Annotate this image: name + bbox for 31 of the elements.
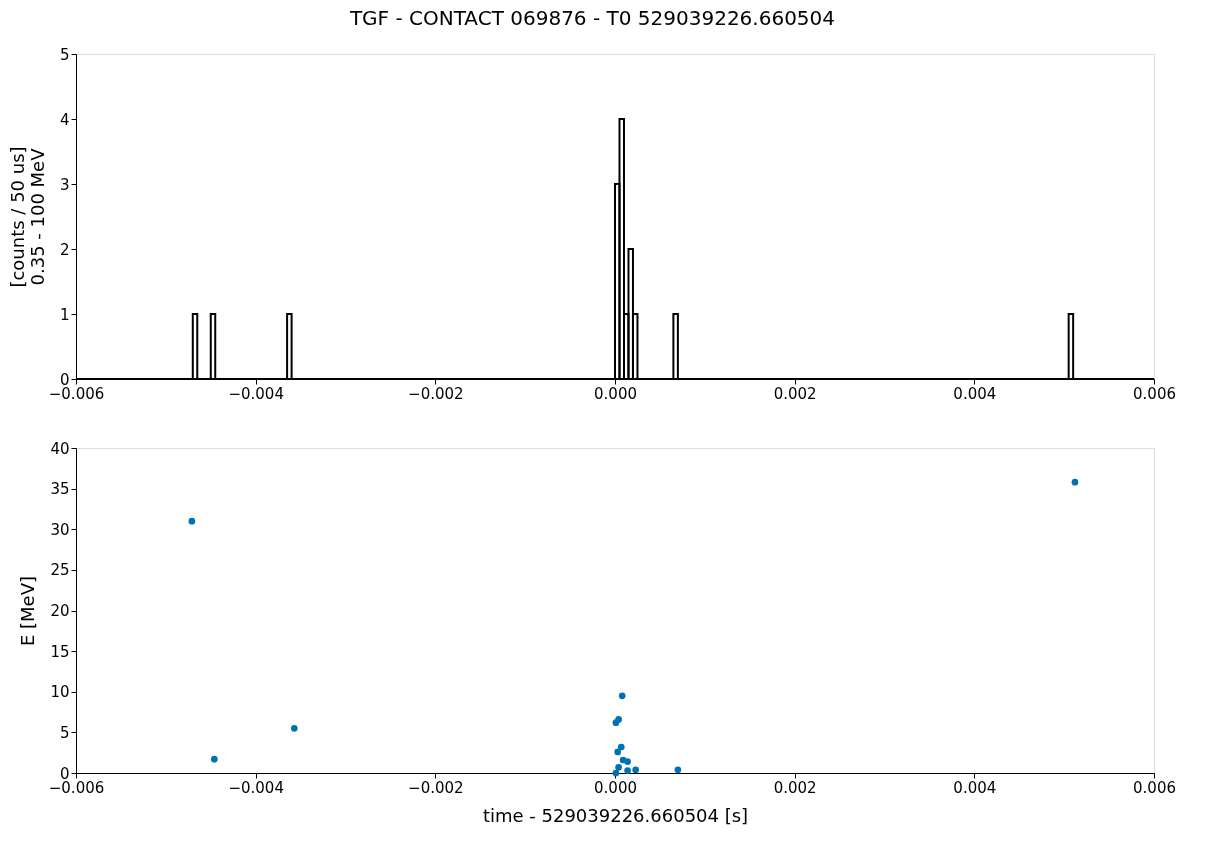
y-tick-label: 4 (59, 110, 70, 129)
x-tick-label: −0.004 (228, 384, 284, 403)
x-axis-title: time - 529039226.660504 [s] (482, 804, 749, 826)
x-tick-label: 0.000 (594, 384, 637, 403)
y-tick-label: 35 (50, 480, 70, 499)
chart-title: TGF - CONTACT 069876 - T0 529039226.660504 (348, 5, 836, 30)
y-axis-title: [counts / 50 us] 0.35 - 100 MeV (6, 146, 48, 288)
y-tick-label: 2 (59, 240, 70, 259)
x-tick-label: 0.006 (1133, 778, 1176, 797)
y-tick-label: 25 (50, 561, 70, 580)
x-tick-label: −0.006 (48, 778, 105, 797)
x-tick-label: 0.002 (773, 384, 817, 403)
x-tick-label: 0.002 (773, 778, 817, 797)
y-tick-label: 1 (59, 305, 70, 324)
x-tick-label: 0.006 (1133, 384, 1176, 403)
x-tick-label: −0.002 (408, 778, 464, 797)
y-tick-label: 30 (50, 520, 70, 539)
y-tick-label: 20 (50, 602, 70, 620)
x-tick-label: −0.004 (228, 778, 284, 797)
x-tick-label: 0.004 (953, 778, 997, 797)
y-tick-label: 5 (59, 45, 70, 64)
y-tick-label: 40 (50, 439, 70, 458)
x-tick-label: −0.002 (408, 384, 464, 403)
y-tick-label: 3 (59, 175, 70, 194)
y-tick-label: 5 (59, 723, 70, 742)
x-tick-label: 0.000 (594, 778, 637, 797)
x-tick-label: 0.004 (953, 384, 997, 403)
y-axis-title: E [MeV] (17, 575, 39, 647)
y-tick-label: 10 (50, 683, 70, 702)
y-tick-label: 15 (50, 642, 70, 661)
x-tick-label: −0.006 (48, 384, 105, 403)
